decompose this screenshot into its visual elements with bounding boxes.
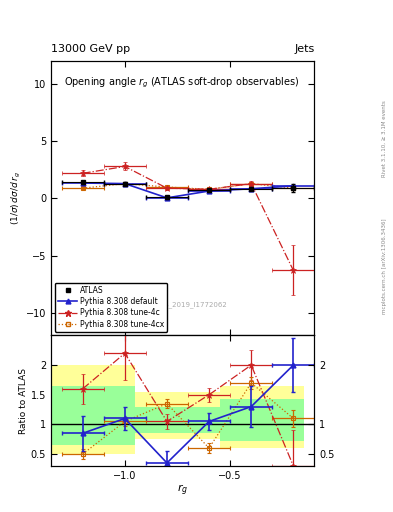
- Legend: ATLAS, Pythia 8.308 default, Pythia 8.308 tune-4c, Pythia 8.308 tune-4cx: ATLAS, Pythia 8.308 default, Pythia 8.30…: [55, 283, 167, 332]
- Y-axis label: $(1/\sigma)\,d\sigma/d\,r_g$: $(1/\sigma)\,d\sigma/d\,r_g$: [10, 172, 23, 225]
- Text: mcplots.cern.ch [arXiv:1306.3436]: mcplots.cern.ch [arXiv:1306.3436]: [382, 219, 387, 314]
- Text: 13000 GeV pp: 13000 GeV pp: [51, 44, 130, 54]
- X-axis label: $r_g$: $r_g$: [177, 482, 188, 498]
- Text: Jets: Jets: [294, 44, 314, 54]
- Text: Rivet 3.1.10, ≥ 3.1M events: Rivet 3.1.10, ≥ 3.1M events: [382, 100, 387, 177]
- Y-axis label: Ratio to ATLAS: Ratio to ATLAS: [19, 368, 28, 434]
- Text: ATLAS_2019_I1772062: ATLAS_2019_I1772062: [148, 301, 228, 308]
- Text: Opening angle $r_g$ (ATLAS soft-drop observables): Opening angle $r_g$ (ATLAS soft-drop obs…: [64, 75, 299, 90]
